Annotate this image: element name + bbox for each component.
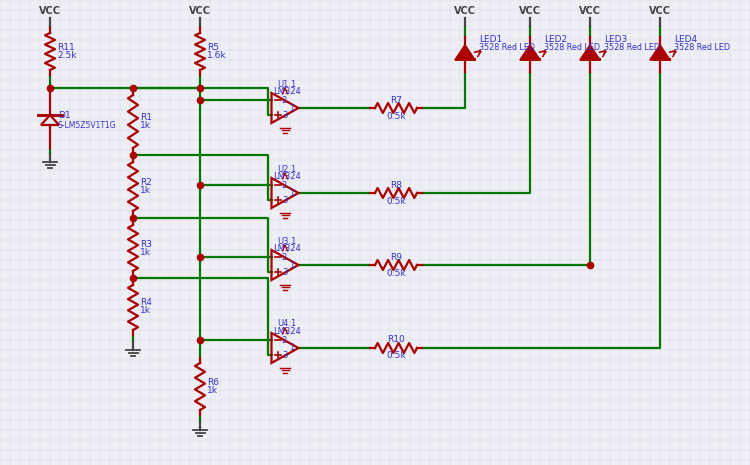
- Text: 3: 3: [282, 111, 287, 120]
- Text: S-LM5Z5V1T1G: S-LM5Z5V1T1G: [58, 121, 117, 130]
- Text: VCC: VCC: [454, 6, 476, 16]
- Text: 3528 Red LED: 3528 Red LED: [604, 42, 660, 52]
- Text: R5: R5: [207, 43, 219, 52]
- Text: 1: 1: [289, 104, 294, 113]
- Text: 2.5k: 2.5k: [57, 51, 76, 60]
- Text: 1k: 1k: [140, 186, 151, 195]
- Text: 0.5k: 0.5k: [386, 268, 406, 278]
- Text: 1k: 1k: [140, 306, 151, 315]
- Text: D1: D1: [58, 111, 70, 120]
- Text: 1: 1: [289, 344, 294, 352]
- Text: R8: R8: [390, 180, 402, 190]
- Text: R4: R4: [140, 298, 152, 307]
- Polygon shape: [651, 46, 669, 59]
- Text: U2.1: U2.1: [278, 165, 296, 173]
- Text: 1k: 1k: [207, 386, 218, 395]
- Text: 3528 Red LED: 3528 Red LED: [479, 42, 535, 52]
- Text: 3: 3: [282, 196, 287, 205]
- Text: 0.5k: 0.5k: [386, 352, 406, 360]
- Text: 2: 2: [282, 336, 287, 345]
- Text: 3: 3: [282, 351, 287, 360]
- Text: 1k: 1k: [140, 247, 151, 257]
- Text: R11: R11: [57, 43, 75, 52]
- Text: R7: R7: [390, 95, 402, 105]
- Text: U1.1: U1.1: [278, 80, 296, 88]
- Text: LM324: LM324: [273, 326, 301, 336]
- Text: 1k: 1k: [140, 121, 151, 130]
- Text: 1.6k: 1.6k: [207, 51, 226, 60]
- Polygon shape: [581, 46, 599, 59]
- Polygon shape: [456, 46, 474, 59]
- Text: U4.1: U4.1: [278, 319, 296, 328]
- Text: 2: 2: [282, 181, 287, 190]
- Text: 1: 1: [289, 188, 294, 198]
- Text: 0.5k: 0.5k: [386, 197, 406, 206]
- Text: LED3: LED3: [604, 34, 627, 44]
- Text: VCC: VCC: [39, 6, 61, 16]
- Text: VCC: VCC: [579, 6, 601, 16]
- Text: R3: R3: [140, 239, 152, 248]
- Text: LM324: LM324: [273, 86, 301, 95]
- Text: LED4: LED4: [674, 34, 698, 44]
- Text: 3: 3: [282, 268, 287, 277]
- Text: R6: R6: [207, 378, 219, 387]
- Text: R2: R2: [140, 178, 152, 187]
- Text: R9: R9: [390, 252, 402, 261]
- Text: VCC: VCC: [649, 6, 671, 16]
- Text: VCC: VCC: [189, 6, 211, 16]
- Text: 3528 Red LED: 3528 Red LED: [674, 42, 730, 52]
- Text: 3528 Red LED: 3528 Red LED: [544, 42, 600, 52]
- Text: R1: R1: [140, 113, 152, 122]
- Polygon shape: [521, 46, 539, 59]
- Text: U3.1: U3.1: [278, 237, 297, 246]
- Text: 1: 1: [289, 260, 294, 270]
- Text: R10: R10: [387, 336, 405, 345]
- Text: 0.5k: 0.5k: [386, 112, 406, 120]
- Text: LED1: LED1: [479, 34, 502, 44]
- Text: LM324: LM324: [273, 244, 301, 252]
- Text: LED2: LED2: [544, 34, 567, 44]
- Text: VCC: VCC: [519, 6, 541, 16]
- Text: 2: 2: [282, 96, 287, 105]
- Text: 2: 2: [282, 253, 287, 262]
- Text: LM324: LM324: [273, 172, 301, 180]
